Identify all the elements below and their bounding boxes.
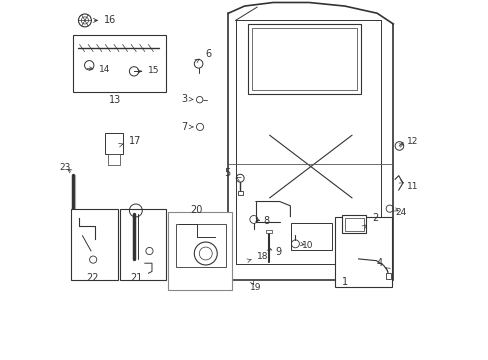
Text: 24: 24 bbox=[393, 208, 406, 217]
Bar bbox=[334, 217, 391, 287]
Bar bbox=[265, 230, 271, 233]
Text: 23: 23 bbox=[59, 163, 72, 173]
Bar bbox=[290, 223, 332, 250]
Bar bbox=[73, 35, 165, 92]
Text: 1: 1 bbox=[342, 277, 348, 287]
Text: 6: 6 bbox=[195, 49, 211, 63]
Text: 8: 8 bbox=[255, 216, 269, 226]
Text: 15: 15 bbox=[137, 66, 159, 75]
Text: 22: 22 bbox=[86, 273, 98, 283]
Text: 12: 12 bbox=[398, 137, 417, 147]
Text: 17: 17 bbox=[118, 136, 141, 147]
Bar bbox=[71, 209, 118, 280]
Text: 2: 2 bbox=[361, 213, 377, 229]
Text: 4: 4 bbox=[376, 258, 389, 271]
Text: 19: 19 bbox=[249, 280, 261, 292]
Bar bbox=[251, 28, 357, 90]
Bar bbox=[386, 273, 390, 279]
Text: 20: 20 bbox=[189, 206, 202, 216]
Text: 9: 9 bbox=[266, 247, 281, 257]
Text: 7: 7 bbox=[181, 122, 193, 132]
Text: 21: 21 bbox=[130, 273, 143, 283]
Text: 5: 5 bbox=[224, 168, 241, 181]
Text: 14: 14 bbox=[87, 66, 110, 75]
Bar bbox=[341, 215, 366, 233]
Text: 13: 13 bbox=[108, 95, 121, 105]
Bar bbox=[168, 212, 232, 291]
Text: 18: 18 bbox=[246, 252, 268, 262]
Bar bbox=[175, 224, 225, 267]
Bar bbox=[237, 191, 242, 195]
Bar bbox=[247, 24, 360, 94]
Text: 10: 10 bbox=[300, 241, 313, 250]
Text: 3: 3 bbox=[181, 94, 193, 104]
Text: 16: 16 bbox=[93, 15, 116, 26]
Bar bbox=[120, 209, 165, 280]
Text: 11: 11 bbox=[398, 180, 417, 191]
Bar bbox=[344, 218, 363, 231]
Bar bbox=[105, 134, 122, 154]
Bar bbox=[107, 154, 120, 165]
